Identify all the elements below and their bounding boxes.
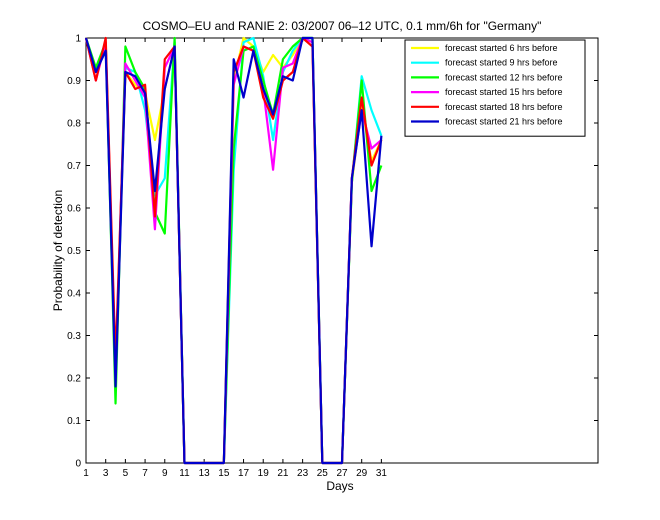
tick-marks	[85, 37, 598, 464]
x-tick-label: 1	[83, 468, 89, 479]
legend-box	[404, 39, 586, 137]
y-axis-label: Probability of detection	[51, 190, 65, 311]
legend: forecast started 6 hrs before forecast st…	[404, 39, 586, 137]
legend-label: forecast started 15 hrs before	[445, 87, 563, 97]
chart-title: COSMO–EU and RANIE 2: 03/2007 06–12 UTC,…	[143, 19, 542, 33]
x-tick-labels: 1 3 5 7 9 11 13 15 17 19 21 23 25 27 29 31	[83, 468, 387, 479]
y-tick-label: 0.1	[67, 416, 81, 427]
y-tick-label: 0.9	[67, 76, 81, 87]
x-tick-label: 9	[162, 468, 168, 479]
series-lines	[84, 36, 383, 465]
x-tick-label: 27	[336, 468, 348, 479]
legend-label: forecast started 9 hrs before	[445, 58, 558, 68]
x-tick-label: 29	[356, 468, 368, 479]
legend-label: forecast started 6 hrs before	[445, 43, 558, 53]
x-tick-label: 17	[238, 468, 250, 479]
x-tick-label: 25	[317, 468, 329, 479]
x-tick-label: 15	[218, 468, 230, 479]
y-tick-label: 0.7	[67, 161, 81, 172]
x-tick-label: 5	[123, 468, 129, 479]
y-tick-label: 0.2	[67, 374, 81, 385]
legend-label: forecast started 18 hrs before	[445, 102, 563, 112]
y-tick-label: 0.6	[67, 204, 81, 215]
y-tick-label: 0.5	[67, 246, 81, 257]
x-tick-label: 23	[297, 468, 309, 479]
x-tick-label: 21	[277, 468, 289, 479]
x-tick-label: 11	[179, 468, 190, 479]
y-tick-label: 0.3	[67, 331, 81, 342]
x-axis-label: Days	[326, 479, 353, 493]
y-tick-label: 0	[75, 459, 81, 470]
x-tick-label: 13	[199, 468, 211, 479]
y-tick-label: 1	[75, 34, 81, 45]
x-tick-label: 7	[142, 468, 148, 479]
y-tick-label: 0.8	[67, 119, 81, 130]
x-tick-label: 19	[258, 468, 270, 479]
x-tick-label: 31	[376, 468, 388, 479]
x-tick-label: 3	[103, 468, 109, 479]
legend-label: forecast started 21 hrs before	[445, 117, 563, 127]
legend-label: forecast started 12 hrs before	[445, 72, 563, 82]
y-tick-labels: 0 0.1 0.2 0.3 0.4 0.5 0.6 0.7 0.8 0.9 1	[67, 34, 81, 470]
series-line-5	[84, 36, 383, 465]
y-tick-label: 0.4	[67, 289, 81, 300]
